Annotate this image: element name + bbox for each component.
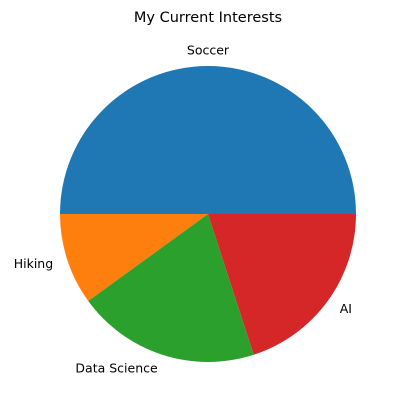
pie-label-ai: AI bbox=[340, 301, 352, 316]
chart-title: My Current Interests bbox=[134, 10, 282, 26]
pie-slices bbox=[60, 66, 356, 362]
pie-label-soccer: Soccer bbox=[187, 43, 230, 58]
pie-slice-soccer bbox=[60, 66, 356, 214]
pie-label-data-science: Data Science bbox=[75, 360, 158, 375]
pie-label-hiking: Hiking bbox=[14, 256, 53, 271]
